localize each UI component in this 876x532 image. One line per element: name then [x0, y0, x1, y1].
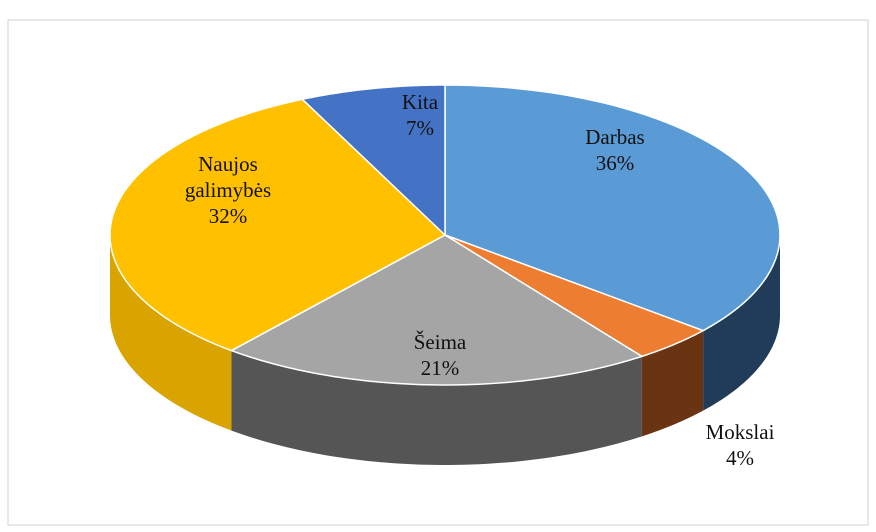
- pie-slice: [109, 98, 447, 352]
- pie-slice: [444, 84, 781, 332]
- pie-slice: [300, 84, 446, 237]
- category-label: Darbas: [585, 125, 645, 149]
- value-label: 7%: [406, 116, 434, 140]
- category-label: Šeima: [413, 330, 467, 354]
- pie-side: [110, 235, 232, 431]
- category-label: Naujos galimybės: [184, 152, 272, 202]
- category-label: Mokslai: [705, 420, 775, 444]
- value-label: 4%: [726, 446, 754, 470]
- pie-slice: [229, 234, 644, 386]
- pie-side: [703, 235, 780, 411]
- chart-frame: [7, 19, 869, 526]
- data-label: Darbas 36%: [555, 124, 675, 176]
- value-label: 36%: [595, 151, 635, 175]
- pie-slice: [444, 234, 705, 358]
- data-label: Naujos galimybės 32%: [163, 151, 293, 229]
- value-label: 21%: [420, 356, 460, 380]
- value-label: 32%: [208, 204, 248, 228]
- pie-side: [641, 330, 704, 437]
- data-label: Kita 7%: [375, 89, 465, 141]
- data-label: Šeima 21%: [380, 329, 500, 381]
- data-label: Mokslai 4%: [680, 419, 800, 471]
- category-label: Kita: [401, 90, 439, 114]
